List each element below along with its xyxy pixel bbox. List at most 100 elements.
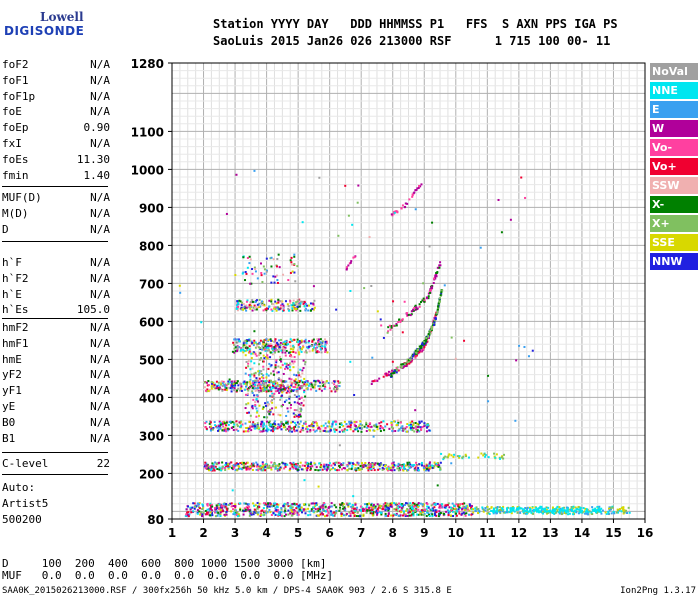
echo-point <box>293 502 296 505</box>
echo-point <box>412 422 415 425</box>
param-name: foF2 <box>2 58 29 71</box>
y-tick-label: 900 <box>139 201 164 215</box>
echo-point <box>426 425 429 428</box>
echo-point <box>427 292 430 295</box>
echo-point <box>400 510 403 513</box>
echo-point <box>431 513 434 516</box>
echo-point <box>305 383 308 386</box>
echo-point <box>236 341 239 344</box>
echo-point <box>311 307 314 310</box>
echo-point <box>272 425 275 428</box>
echo-point <box>259 386 262 389</box>
echo-point <box>375 423 378 426</box>
echo-point <box>269 351 272 354</box>
echo-point <box>304 422 307 425</box>
echo-point <box>438 300 441 303</box>
echo-point <box>436 510 439 513</box>
echo-point <box>218 425 221 428</box>
echo-point <box>236 346 239 349</box>
auto-artist: Artist5 <box>2 497 49 510</box>
echo-point <box>458 506 461 509</box>
echo-point <box>574 509 577 512</box>
echo-point <box>338 466 341 469</box>
echo-point <box>318 426 321 429</box>
echo-point <box>271 465 274 468</box>
echo-point <box>256 426 259 429</box>
echo-point <box>301 424 304 427</box>
echo-point <box>394 210 397 213</box>
echo-point <box>515 508 518 511</box>
echo-point <box>304 341 307 344</box>
echo-point <box>263 513 266 516</box>
echo-point <box>219 427 222 430</box>
echo-point <box>300 509 303 512</box>
echo-point <box>221 423 224 426</box>
echo-point <box>368 465 371 468</box>
echo-point <box>294 413 297 416</box>
echo-point <box>413 430 416 433</box>
echo-point <box>353 515 356 518</box>
echo-point <box>350 466 353 469</box>
x-tick-label: 15 <box>605 526 622 540</box>
echo-point <box>219 383 222 386</box>
echo-point <box>410 313 413 316</box>
echo-point <box>211 509 214 512</box>
echo-point <box>263 416 266 419</box>
echo-point <box>258 351 261 354</box>
echo-point <box>343 420 346 423</box>
echo-point <box>352 512 355 515</box>
echo-point <box>294 351 297 354</box>
echo-point <box>345 514 348 517</box>
echo-point <box>258 358 261 361</box>
echo-point <box>289 338 292 341</box>
echo-point <box>428 290 431 293</box>
echo-point <box>317 339 320 342</box>
echo-point <box>397 369 400 372</box>
echo-point <box>269 511 272 514</box>
echo-point <box>263 422 266 425</box>
echo-point <box>290 508 293 511</box>
echo-point <box>350 421 353 424</box>
echo-point <box>188 513 191 516</box>
echo-point <box>378 422 381 425</box>
echo-point <box>267 390 270 393</box>
echo-point <box>373 463 376 466</box>
echo-point <box>488 512 491 515</box>
echo-point <box>379 511 382 514</box>
echo-point <box>197 506 200 509</box>
echo-point <box>290 382 293 385</box>
echo-point <box>284 462 287 465</box>
echo-point <box>189 506 192 509</box>
echo-point <box>269 410 272 413</box>
echo-point <box>287 513 290 516</box>
echo-point <box>237 305 240 308</box>
echo-point <box>268 379 271 382</box>
echo-point <box>260 422 263 425</box>
echo-point <box>253 394 256 397</box>
echo-point <box>404 202 407 205</box>
echo-point <box>234 463 237 466</box>
echo-point <box>411 426 414 429</box>
echo-point <box>239 462 242 465</box>
echo-point <box>479 246 482 249</box>
echo-point <box>235 464 238 467</box>
echo-point <box>285 362 288 365</box>
echo-point <box>312 285 315 288</box>
echo-point <box>398 464 401 467</box>
echo-point <box>305 380 308 383</box>
echo-point <box>468 503 471 506</box>
echo-point <box>227 380 230 383</box>
echo-point <box>240 468 243 471</box>
echo-point <box>572 511 575 514</box>
echo-point <box>312 338 315 341</box>
echo-point <box>405 425 408 428</box>
echo-point <box>217 388 220 391</box>
echo-point <box>310 502 313 505</box>
echo-point <box>296 349 299 352</box>
echo-point <box>255 377 258 380</box>
echo-point <box>509 507 512 510</box>
echo-point <box>332 462 335 465</box>
echo-point <box>245 306 248 309</box>
echo-point <box>378 377 381 380</box>
echo-point <box>289 467 292 470</box>
